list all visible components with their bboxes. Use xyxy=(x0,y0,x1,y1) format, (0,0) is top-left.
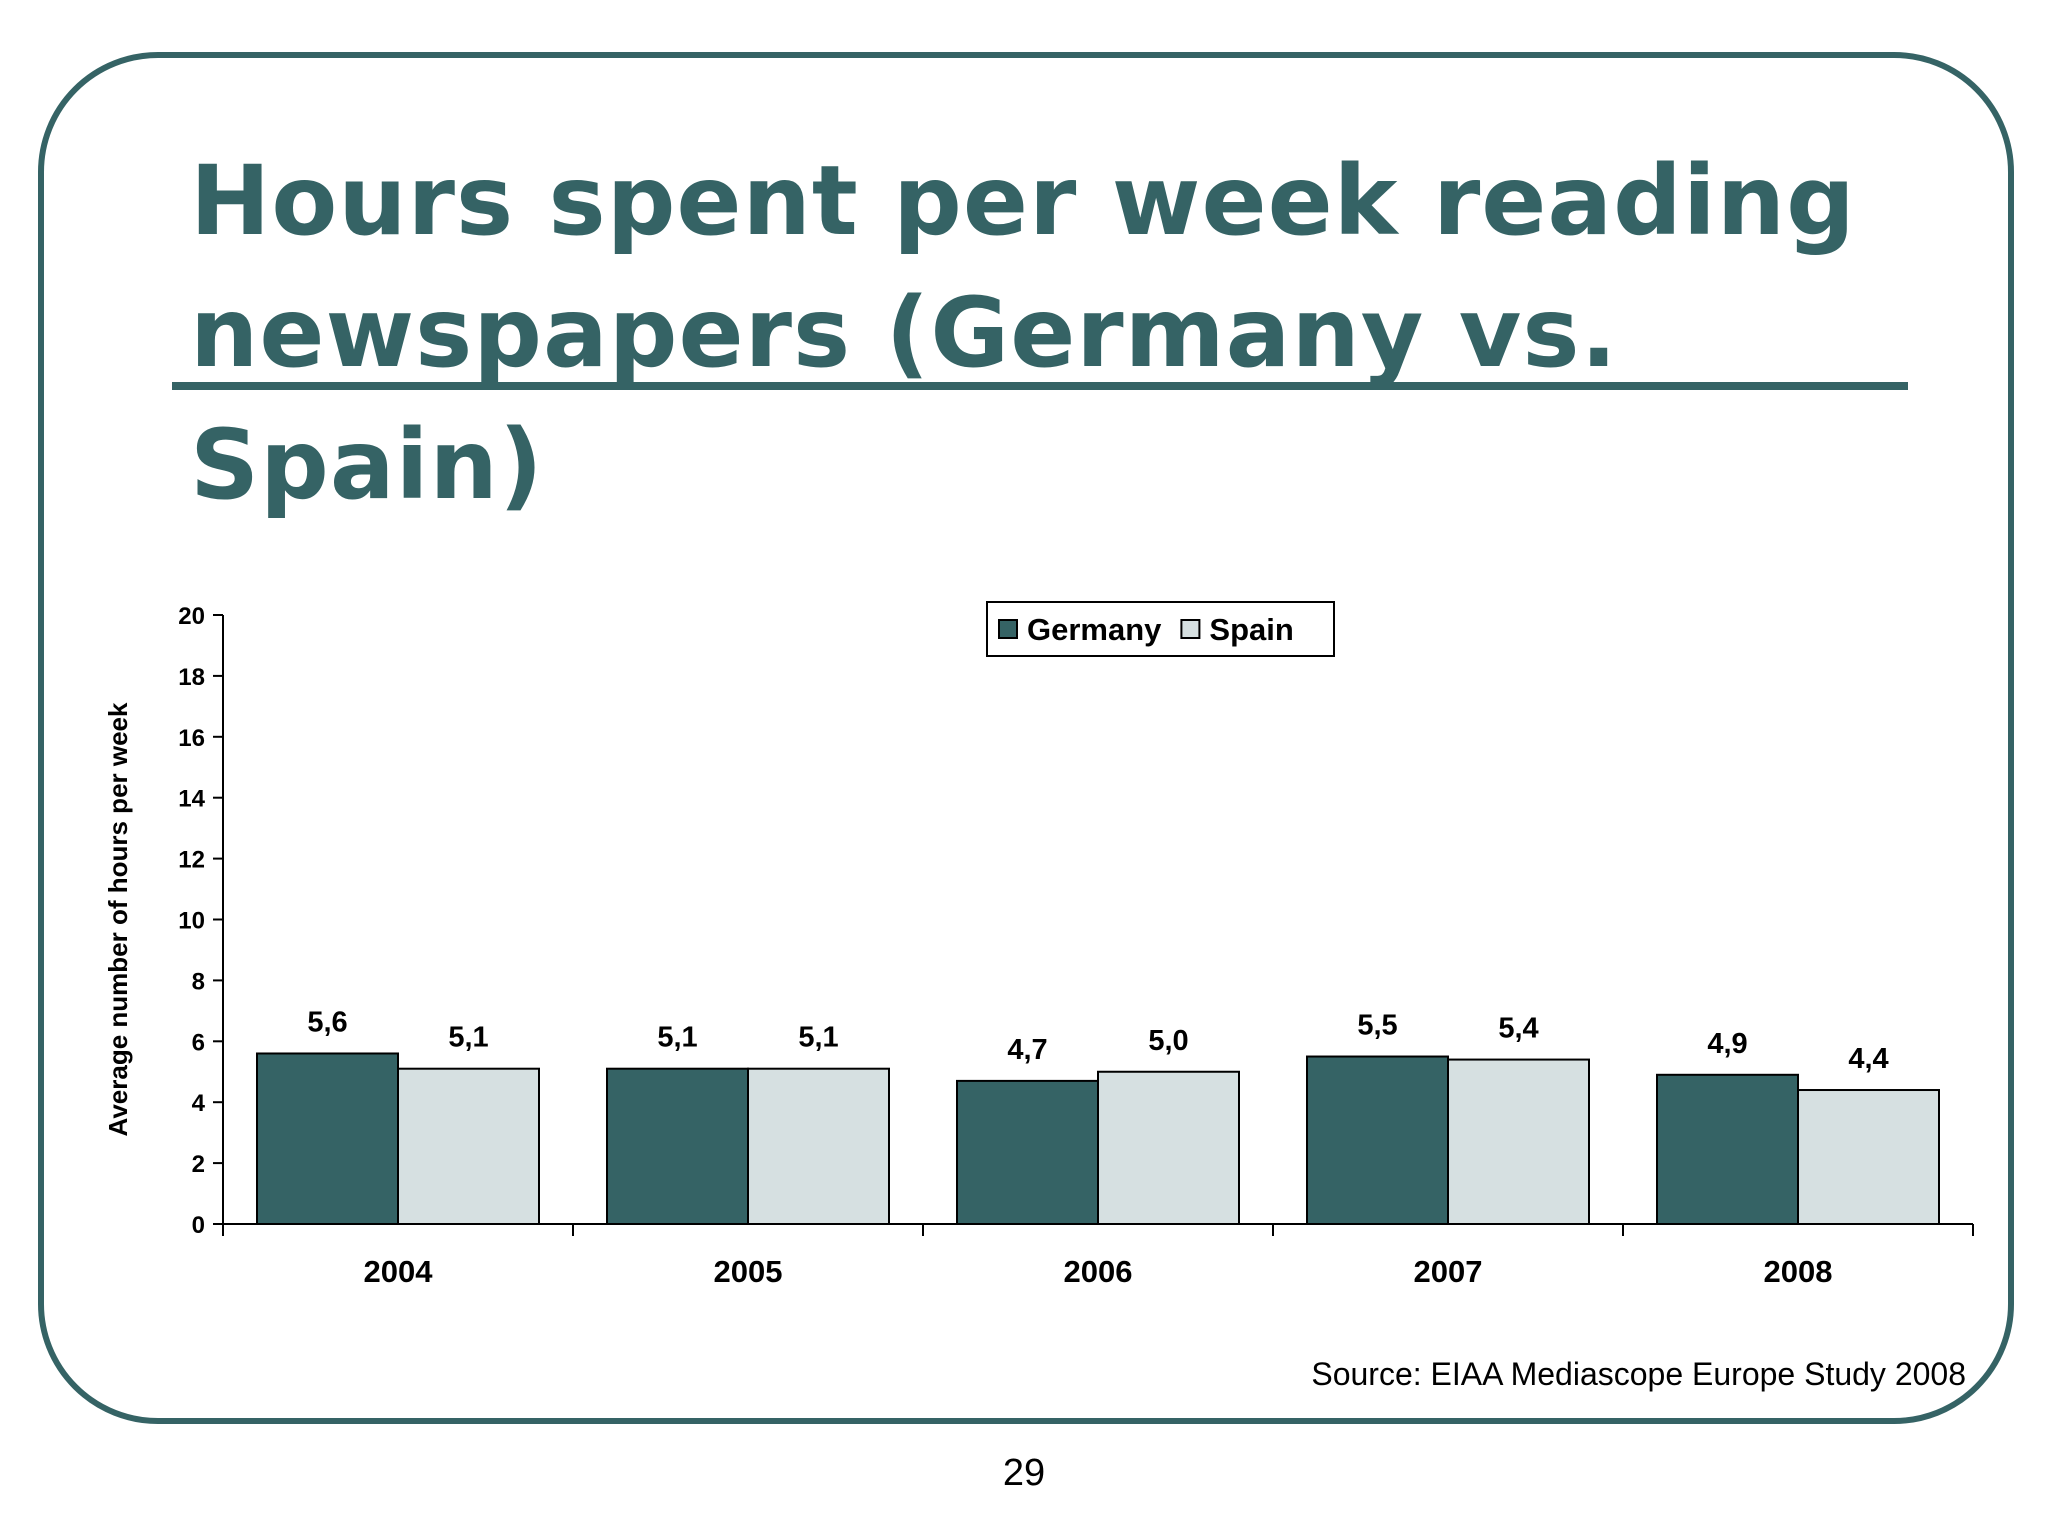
legend xyxy=(986,601,1335,657)
bar-spain-2006 xyxy=(1097,1070,1240,1225)
y-tick-label: 2 xyxy=(192,1151,205,1178)
y-axis-title: Average number of hours per week xyxy=(103,702,133,1136)
bar-spain-2007 xyxy=(1447,1058,1590,1225)
x-tick-label: 2004 xyxy=(364,1254,434,1289)
data-label: 5,1 xyxy=(798,1022,838,1054)
slide-title: Hours spent per week reading newspapers … xyxy=(190,145,1856,521)
bar-germany-2006 xyxy=(956,1079,1099,1226)
bar-spain-2005 xyxy=(747,1067,890,1225)
data-label: 5,1 xyxy=(657,1022,697,1054)
legend-label-germany: Germany xyxy=(1027,612,1162,647)
bar-germany-2004 xyxy=(256,1052,399,1225)
bar-germany-2007 xyxy=(1306,1055,1449,1226)
data-label: 5,4 xyxy=(1498,1013,1538,1045)
bar-germany-2008 xyxy=(1656,1073,1799,1226)
y-tick-label: 12 xyxy=(178,847,205,874)
data-label: 5,0 xyxy=(1148,1025,1188,1057)
title-underline xyxy=(172,382,1908,390)
source-note: Source: EIAA Mediascope Europe Study 200… xyxy=(1311,1356,1966,1392)
legend-swatch-spain xyxy=(1180,619,1201,639)
slide-frame xyxy=(38,52,2014,1424)
x-tick-label: 2008 xyxy=(1764,1254,1833,1289)
x-tick-label: 2005 xyxy=(714,1254,783,1289)
x-tick-label: 2006 xyxy=(1064,1254,1133,1289)
y-tick-label: 18 xyxy=(178,664,205,691)
y-tick-label: 6 xyxy=(192,1029,205,1056)
page-number: 29 xyxy=(1002,1452,1046,1494)
y-tick-label: 4 xyxy=(192,1090,206,1117)
bar-spain-2008 xyxy=(1797,1089,1940,1226)
data-label: 4,9 xyxy=(1707,1028,1747,1060)
data-label: 5,6 xyxy=(307,1006,347,1038)
data-label: 5,5 xyxy=(1357,1010,1397,1042)
y-tick-label: 10 xyxy=(178,908,205,935)
y-tick-label: 0 xyxy=(192,1212,205,1239)
legend-label-spain: Spain xyxy=(1209,612,1293,647)
y-tick-label: 8 xyxy=(192,968,205,995)
data-label: 5,1 xyxy=(448,1022,488,1054)
bar-spain-2004 xyxy=(397,1067,540,1225)
y-tick-label: 20 xyxy=(178,603,205,630)
y-tick-label: 14 xyxy=(178,786,205,813)
legend-swatch-germany xyxy=(998,619,1018,639)
data-label: 4,7 xyxy=(1007,1034,1047,1066)
data-label: 4,4 xyxy=(1848,1043,1888,1075)
bar-germany-2005 xyxy=(606,1067,749,1225)
x-tick-label: 2007 xyxy=(1414,1254,1483,1289)
y-tick-label: 16 xyxy=(178,725,205,752)
